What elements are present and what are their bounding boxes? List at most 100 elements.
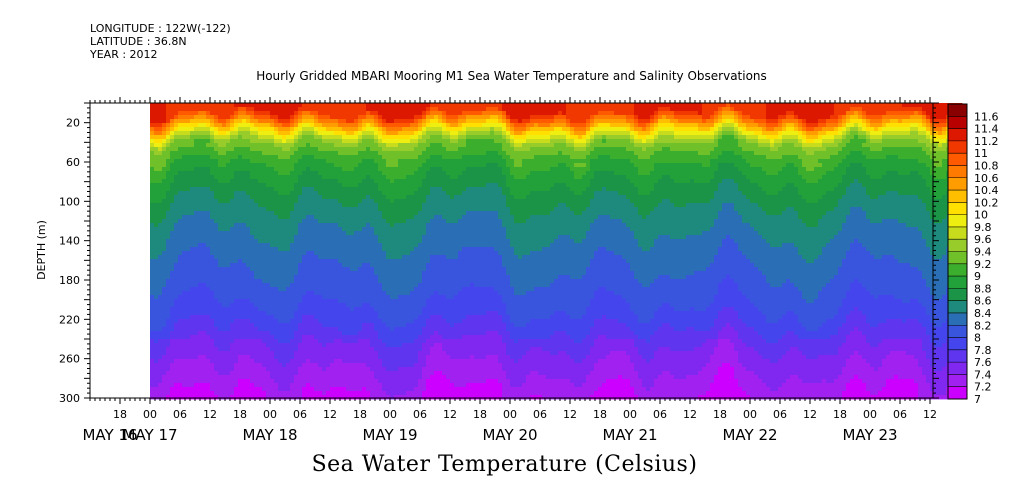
temperature-cell	[390, 279, 395, 284]
temperature-cell	[362, 219, 367, 224]
temperature-cell	[254, 263, 259, 268]
temperature-cell	[254, 103, 259, 108]
temperature-cell	[266, 155, 271, 160]
temperature-cell	[174, 127, 179, 132]
temperature-cell	[390, 295, 395, 300]
temperature-cell	[226, 203, 231, 208]
temperature-cell	[290, 139, 295, 144]
temperature-cell	[266, 171, 271, 176]
temperature-cell	[378, 331, 383, 336]
temperature-cell	[238, 371, 243, 376]
temperature-cell	[226, 175, 231, 180]
temperature-cell	[282, 227, 287, 232]
temperature-cell	[202, 175, 207, 180]
temperature-cell	[266, 395, 271, 400]
temperature-cell	[302, 199, 307, 204]
temperature-cell	[414, 287, 419, 292]
temperature-cell	[166, 175, 171, 180]
temperature-cell	[346, 291, 351, 296]
temperature-cell	[298, 287, 303, 292]
temperature-cell	[158, 107, 163, 112]
temperature-cell	[410, 155, 415, 160]
temperature-cell	[174, 283, 179, 288]
temperature-cell	[150, 311, 155, 316]
temperature-cell	[198, 159, 203, 164]
temperature-cell	[310, 275, 315, 280]
temperature-cell	[238, 135, 243, 140]
temperature-cell	[218, 243, 223, 248]
temperature-cell	[278, 299, 283, 304]
temperature-cell	[374, 311, 379, 316]
temperature-cell	[254, 299, 259, 304]
temperature-cell	[398, 187, 403, 192]
temperature-cell	[202, 351, 207, 356]
temperature-cell	[170, 375, 175, 380]
temperature-cell	[310, 111, 315, 116]
temperature-cell	[162, 195, 167, 200]
temperature-cell	[198, 139, 203, 144]
temperature-cell	[262, 239, 267, 244]
temperature-cell	[206, 375, 211, 380]
temperature-cell	[246, 291, 251, 296]
temperature-cell	[150, 391, 155, 396]
temperature-cell	[278, 375, 283, 380]
temperature-cell	[206, 287, 211, 292]
temperature-cell	[210, 291, 215, 296]
temperature-cell	[274, 395, 279, 400]
temperature-cell	[406, 271, 411, 276]
temperature-cell	[238, 219, 243, 224]
temperature-cell	[190, 191, 195, 196]
temperature-cell	[194, 303, 199, 308]
temperature-cell	[274, 335, 279, 340]
temperature-cell	[402, 163, 407, 168]
temperature-cell	[174, 139, 179, 144]
temperature-cell	[218, 267, 223, 272]
temperature-cell	[250, 195, 255, 200]
temperature-cell	[294, 343, 299, 348]
temperature-cell	[346, 179, 351, 184]
temperature-cell	[206, 159, 211, 164]
temperature-cell	[154, 191, 159, 196]
temperature-cell	[154, 251, 159, 256]
temperature-cell	[222, 179, 227, 184]
temperature-cell	[286, 203, 291, 208]
temperature-cell	[366, 335, 371, 340]
temperature-cell	[250, 219, 255, 224]
temperature-cell	[390, 375, 395, 380]
temperature-cell	[350, 215, 355, 220]
temperature-cell	[198, 363, 203, 368]
temperature-cell	[342, 239, 347, 244]
temperature-cell	[250, 187, 255, 192]
temperature-cell	[382, 323, 387, 328]
temperature-cell	[198, 155, 203, 160]
temperature-cell	[270, 311, 275, 316]
temperature-cell	[310, 343, 315, 348]
temperature-cell	[242, 395, 247, 400]
temperature-cell	[354, 379, 359, 384]
temperature-cell	[250, 367, 255, 372]
temperature-cell	[210, 267, 215, 272]
temperature-cell	[194, 239, 199, 244]
temperature-cell	[398, 287, 403, 292]
temperature-cell	[226, 387, 231, 392]
temperature-cell	[178, 235, 183, 240]
temperature-cell	[334, 275, 339, 280]
temperature-cell	[342, 159, 347, 164]
temperature-cell	[346, 371, 351, 376]
temperature-cell	[218, 203, 223, 208]
temperature-cell	[234, 255, 239, 260]
temperature-cell	[206, 203, 211, 208]
temperature-cell	[406, 287, 411, 292]
temperature-cell	[414, 211, 419, 216]
temperature-cell	[394, 327, 399, 332]
temperature-cell	[226, 255, 231, 260]
temperature-cell	[398, 395, 403, 400]
temperature-cell	[382, 291, 387, 296]
temperature-cell	[150, 267, 155, 272]
temperature-cell	[318, 395, 323, 400]
temperature-cell	[398, 155, 403, 160]
temperature-cell	[150, 351, 155, 356]
temperature-cell	[302, 323, 307, 328]
temperature-cell	[378, 167, 383, 172]
temperature-cell	[278, 111, 283, 116]
